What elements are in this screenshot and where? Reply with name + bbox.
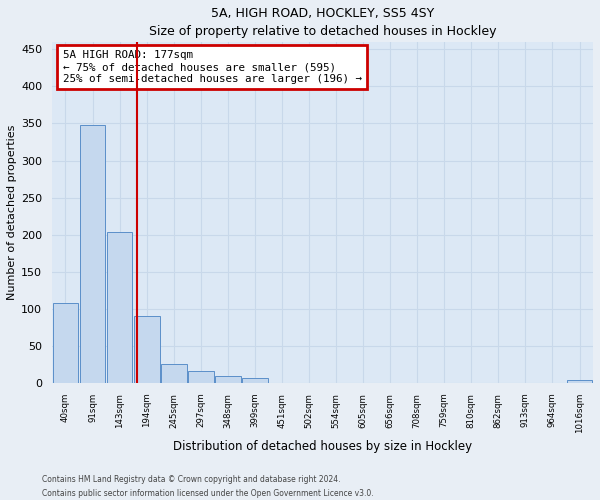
Bar bbox=[53, 303, 79, 383]
Bar bbox=[134, 316, 160, 383]
Bar bbox=[566, 380, 592, 383]
Y-axis label: Number of detached properties: Number of detached properties bbox=[7, 125, 17, 300]
Bar bbox=[242, 378, 268, 383]
Bar bbox=[161, 364, 187, 383]
Title: 5A, HIGH ROAD, HOCKLEY, SS5 4SY
Size of property relative to detached houses in : 5A, HIGH ROAD, HOCKLEY, SS5 4SY Size of … bbox=[149, 7, 496, 38]
Bar bbox=[107, 232, 133, 383]
Bar bbox=[188, 371, 214, 383]
X-axis label: Distribution of detached houses by size in Hockley: Distribution of detached houses by size … bbox=[173, 440, 472, 453]
Bar bbox=[215, 376, 241, 383]
Text: 5A HIGH ROAD: 177sqm
← 75% of detached houses are smaller (595)
25% of semi-deta: 5A HIGH ROAD: 177sqm ← 75% of detached h… bbox=[63, 50, 362, 84]
Bar bbox=[80, 125, 106, 383]
Text: Contains HM Land Registry data © Crown copyright and database right 2024.
Contai: Contains HM Land Registry data © Crown c… bbox=[42, 476, 374, 498]
